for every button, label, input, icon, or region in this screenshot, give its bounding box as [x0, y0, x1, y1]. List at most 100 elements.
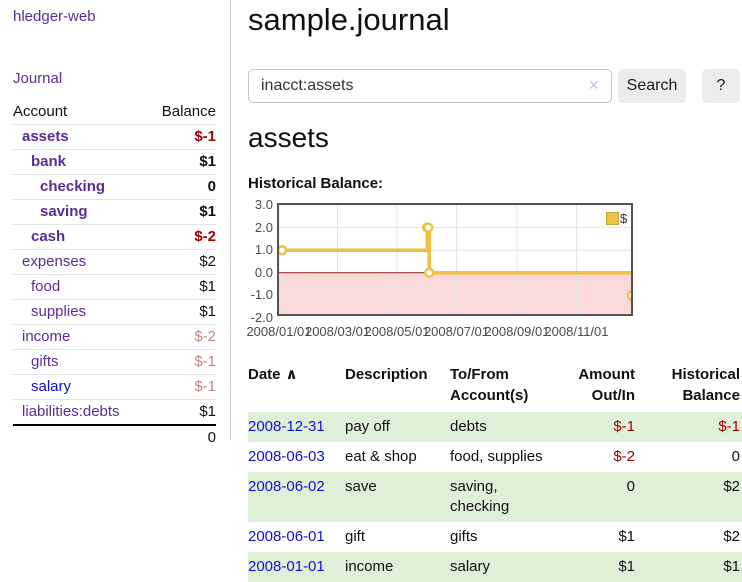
account-link-cash[interactable]: cash [13, 224, 148, 250]
app-title[interactable]: hledger-web [13, 8, 96, 25]
transaction-date-link[interactable]: 2008-01-01 [248, 558, 325, 575]
transaction-accounts: gifts [450, 528, 478, 545]
account-balance: $-1 [147, 349, 216, 375]
y-axis-tick-label: 0.0 [254, 264, 273, 280]
transaction-balance: $2 [723, 478, 740, 495]
account-link-food[interactable]: food [13, 274, 148, 300]
account-row-gifts: gifts $-1 [13, 349, 216, 375]
search-input[interactable] [248, 69, 612, 103]
search-button[interactable]: Search [618, 69, 686, 103]
transaction-balance: $2 [723, 528, 740, 545]
register-header-amount: Amount Out/In [578, 366, 635, 404]
legend-swatch-icon [606, 212, 619, 225]
accounts-total-row: 0 [13, 424, 216, 450]
register-row: 2008-06-01 gift gifts $1 $2 [248, 522, 742, 552]
transaction-date-link[interactable]: 2008-12-31 [248, 418, 325, 435]
register-header-row: Date ∧ Description To/From Account(s) Amo… [248, 360, 742, 412]
data-point-marker [422, 222, 434, 233]
account-balance: $1 [147, 199, 216, 225]
chart-title: Historical Balance: [248, 175, 384, 192]
transaction-accounts: food, supplies [450, 448, 543, 465]
account-balance: $2 [147, 249, 216, 275]
account-balance: $1 [147, 149, 216, 175]
transaction-date-link[interactable]: 2008-06-01 [248, 528, 325, 545]
account-link-saving[interactable]: saving [13, 199, 148, 225]
transaction-balance: $1 [723, 558, 740, 575]
negative-region [279, 272, 631, 314]
x-axis-tick-label: 2008/03/01 [304, 324, 371, 339]
account-row-saving: saving $1 [13, 199, 216, 225]
transaction-date-link[interactable]: 2008-06-03 [248, 448, 325, 465]
account-row-assets: assets $-1 [13, 124, 216, 150]
register-table: Date ∧ Description To/From Account(s) Amo… [248, 360, 742, 582]
account-row-income: income $-2 [13, 324, 216, 350]
transaction-amount: $-1 [613, 418, 635, 435]
transaction-accounts: debts [450, 418, 487, 435]
transaction-balance: 0 [731, 448, 740, 465]
transaction-accounts: saving, checking [450, 478, 510, 515]
y-axis-tick-label: -1.0 [250, 287, 273, 303]
transaction-balance: $-1 [718, 418, 740, 435]
account-link-liabilities-debts[interactable]: liabilities:debts [13, 399, 148, 426]
register-header-accounts: To/From Account(s) [450, 366, 529, 404]
register-row: 2008-06-03 eat & shop food, supplies $-2… [248, 442, 742, 472]
account-balance: $-2 [147, 224, 216, 250]
register-header-date[interactable]: Date ∧ [248, 366, 298, 383]
balance-chart[interactable]: 3.0 2.0 1.0 0.0 -1.0 -2.0 $ 2008/01/01 2008/03… [246, 197, 742, 344]
clear-search-icon[interactable]: ✕ [588, 77, 600, 93]
transaction-description: save [345, 478, 377, 495]
account-row-supplies: supplies $1 [13, 299, 216, 325]
account-link-gifts[interactable]: gifts [13, 349, 148, 375]
y-axis-tick-label: 2.0 [254, 219, 273, 235]
account-link-salary[interactable]: salary [13, 374, 148, 400]
x-axis-tick-label: 2008/09/01 [484, 324, 550, 339]
page-title: sample.journal [248, 2, 450, 37]
sidebar: hledger-web Journal Account Balance asse… [0, 0, 231, 450]
account-balance: $1 [147, 399, 216, 426]
account-link-checking[interactable]: checking [13, 174, 148, 200]
data-point-marker [279, 244, 288, 256]
help-button[interactable]: ? [702, 69, 740, 103]
account-link-bank[interactable]: bank [13, 149, 148, 175]
account-row-liabilities-debts: liabilities:debts $1 [13, 399, 216, 426]
transaction-description: pay off [345, 418, 390, 435]
account-link-expenses[interactable]: expenses [13, 249, 148, 275]
transaction-date-link[interactable]: 2008-06-02 [248, 478, 325, 495]
y-axis-tick-label: 1.0 [254, 242, 273, 258]
accounts-header-row: Account Balance [13, 100, 216, 125]
account-link-supplies[interactable]: supplies [13, 299, 148, 325]
data-point-marker [423, 267, 435, 279]
chart-plot-area[interactable] [277, 203, 633, 316]
account-balance: $1 [147, 274, 216, 300]
account-link-assets[interactable]: assets [13, 124, 148, 150]
register-header-description: Description [345, 366, 428, 383]
y-axis-tick-label: 3.0 [254, 197, 273, 212]
transaction-description: income [345, 558, 394, 575]
transaction-amount: $-2 [613, 448, 635, 465]
journal-link[interactable]: Journal [13, 70, 63, 87]
x-axis-tick-label: 2008/05/01 [364, 324, 430, 339]
account-row-cash: cash $-2 [13, 224, 216, 250]
accounts-table: Account Balance assets $-1 bank $1 check… [13, 100, 216, 450]
search-bar: ✕ Search ? [248, 69, 742, 103]
register-row: 2008-12-31 pay off debts $-1 $-1 [248, 412, 742, 442]
register-row: 2008-01-01 income salary $1 $1 [248, 552, 742, 582]
account-row-salary: salary $-1 [13, 374, 216, 400]
account-balance: $-1 [147, 374, 216, 400]
x-axis-tick-label: 2008/11/01 [544, 324, 609, 339]
account-row-food: food $1 [13, 274, 216, 300]
x-axis-tick-label: 2008/07/01 [423, 324, 490, 339]
account-balance: $-1 [147, 124, 216, 150]
accounts-header-account: Account [13, 100, 148, 125]
transaction-amount: 0 [626, 478, 635, 495]
account-balance: 0 [147, 174, 216, 200]
transaction-amount: $1 [618, 558, 635, 575]
account-balance: $-2 [147, 324, 216, 350]
account-link-income[interactable]: income [13, 324, 148, 350]
data-point-marker [626, 290, 631, 301]
account-heading: assets [248, 122, 329, 153]
transaction-amount: $1 [618, 528, 635, 545]
x-axis-tick-label: 2008/01/01 [246, 324, 312, 339]
accounts-total-spacer [13, 424, 148, 450]
account-row-bank: bank $1 [13, 149, 216, 175]
